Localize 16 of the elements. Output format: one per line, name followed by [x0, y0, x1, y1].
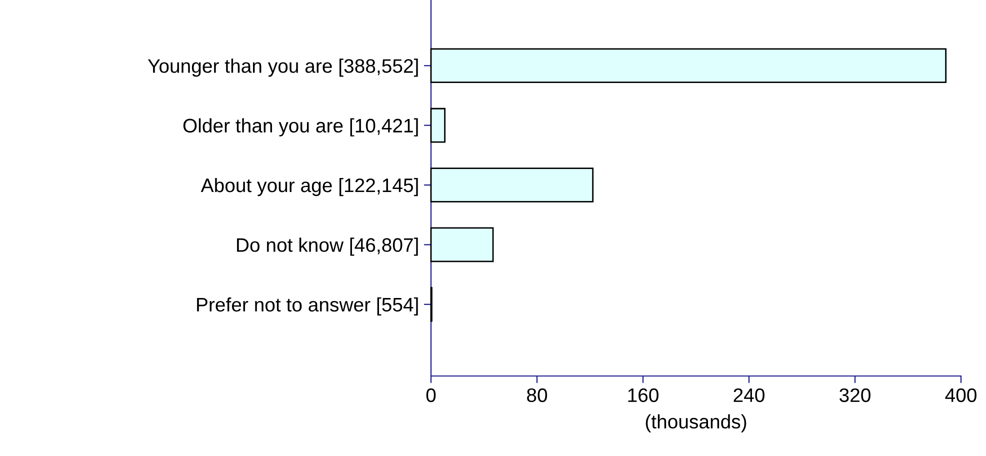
- y-tick-label: Prefer not to answer [554]: [197, 297, 418, 316]
- y-tick-label: About your age [122,145]: [200, 178, 418, 196]
- bar: [430, 227, 494, 262]
- x-tick-label: 240: [734, 388, 764, 402]
- y-tick-label: Older than you are [10,421]: [183, 118, 418, 136]
- bar: [430, 168, 594, 202]
- y-tick-label: Do not know [46,807]: [237, 238, 418, 256]
- bar: [430, 108, 446, 143]
- x-axis-title: (thousands): [646, 414, 746, 432]
- x-tick-label: 160: [628, 388, 658, 402]
- x-tick-label: 400: [945, 388, 976, 402]
- x-tick-label: 80: [527, 388, 548, 402]
- bar: [430, 48, 947, 84]
- x-tick-label: 0: [426, 388, 436, 402]
- y-tick-label: Younger than you are [388,552]: [148, 58, 418, 77]
- x-tick-label: 320: [840, 388, 870, 402]
